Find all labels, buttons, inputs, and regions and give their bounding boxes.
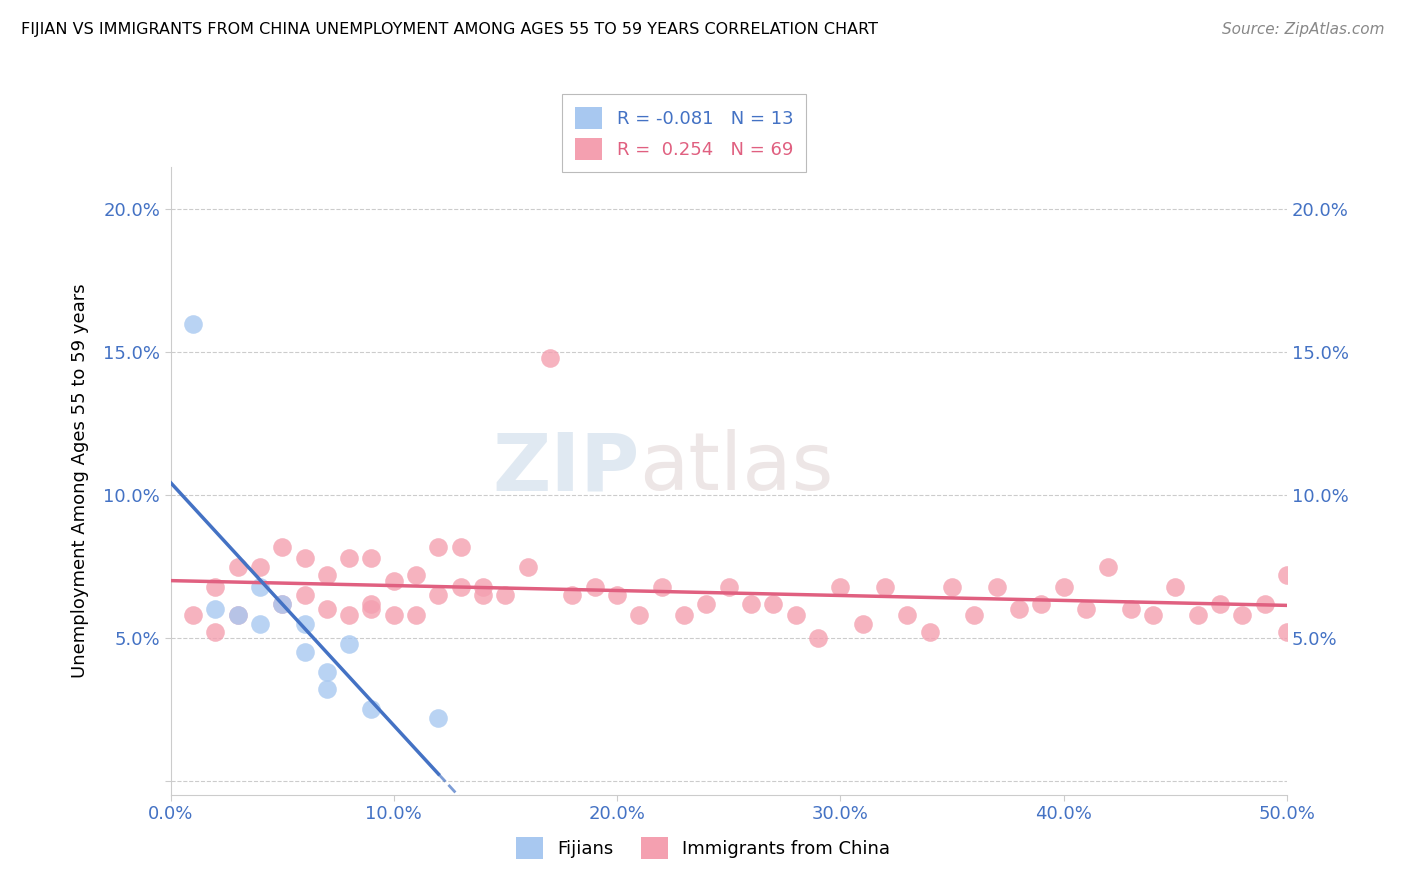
Point xyxy=(785,608,807,623)
Point xyxy=(360,551,382,566)
Point xyxy=(226,559,249,574)
Point xyxy=(762,597,785,611)
Point xyxy=(1275,625,1298,640)
Point xyxy=(472,588,495,602)
Point xyxy=(271,540,294,554)
Point xyxy=(181,608,204,623)
Point xyxy=(673,608,696,623)
Text: Source: ZipAtlas.com: Source: ZipAtlas.com xyxy=(1222,22,1385,37)
Point xyxy=(1008,602,1031,616)
Point xyxy=(986,580,1008,594)
Point xyxy=(204,580,226,594)
Point xyxy=(807,631,830,645)
Point xyxy=(918,625,941,640)
Point xyxy=(249,616,271,631)
Point xyxy=(337,551,360,566)
Point xyxy=(1209,597,1232,611)
Point xyxy=(294,645,316,659)
Point xyxy=(271,597,294,611)
Point xyxy=(472,580,495,594)
Point xyxy=(1298,602,1320,616)
Point xyxy=(1031,597,1053,611)
Point xyxy=(852,616,875,631)
Point xyxy=(360,702,382,716)
Point xyxy=(427,588,450,602)
Point xyxy=(1275,568,1298,582)
Point xyxy=(695,597,717,611)
Point xyxy=(450,540,472,554)
Point xyxy=(1164,580,1187,594)
Point xyxy=(1298,625,1320,640)
Point xyxy=(315,602,337,616)
Point xyxy=(606,588,628,602)
Point xyxy=(360,597,382,611)
Point xyxy=(204,602,226,616)
Point xyxy=(315,665,337,680)
Point xyxy=(873,580,896,594)
Point xyxy=(294,588,316,602)
Point xyxy=(740,597,762,611)
Point xyxy=(941,580,963,594)
Point xyxy=(1119,602,1142,616)
Point xyxy=(1074,602,1097,616)
Point xyxy=(1320,580,1343,594)
Point xyxy=(538,351,561,365)
Point xyxy=(1343,608,1365,623)
Point xyxy=(1097,559,1119,574)
Point xyxy=(1053,580,1076,594)
Point xyxy=(427,540,450,554)
Point xyxy=(1142,608,1164,623)
Point xyxy=(830,580,852,594)
Point xyxy=(294,616,316,631)
Point xyxy=(315,568,337,582)
Point xyxy=(271,597,294,611)
Point xyxy=(1365,568,1388,582)
Legend: R = -0.081   N = 13, R =  0.254   N = 69: R = -0.081 N = 13, R = 0.254 N = 69 xyxy=(562,94,806,172)
Point xyxy=(294,551,316,566)
Point xyxy=(249,559,271,574)
Point xyxy=(382,574,405,588)
Point xyxy=(405,608,427,623)
Legend: Fijians, Immigrants from China: Fijians, Immigrants from China xyxy=(505,826,901,870)
Point xyxy=(583,580,606,594)
Text: ZIP: ZIP xyxy=(492,429,640,508)
Point xyxy=(226,608,249,623)
Text: atlas: atlas xyxy=(640,429,834,508)
Point xyxy=(896,608,918,623)
Point xyxy=(405,568,427,582)
Point xyxy=(360,602,382,616)
Point xyxy=(204,625,226,640)
Point xyxy=(1253,597,1275,611)
Point xyxy=(181,317,204,331)
Point xyxy=(337,608,360,623)
Point xyxy=(226,608,249,623)
Point xyxy=(1232,608,1254,623)
Point xyxy=(337,637,360,651)
Y-axis label: Unemployment Among Ages 55 to 59 years: Unemployment Among Ages 55 to 59 years xyxy=(72,284,89,678)
Point xyxy=(516,559,538,574)
Point xyxy=(495,588,517,602)
Point xyxy=(963,608,986,623)
Point xyxy=(628,608,651,623)
Point xyxy=(315,682,337,697)
Point xyxy=(450,580,472,594)
Point xyxy=(1187,608,1209,623)
Point xyxy=(717,580,740,594)
Text: FIJIAN VS IMMIGRANTS FROM CHINA UNEMPLOYMENT AMONG AGES 55 TO 59 YEARS CORRELATI: FIJIAN VS IMMIGRANTS FROM CHINA UNEMPLOY… xyxy=(21,22,879,37)
Point xyxy=(651,580,673,594)
Point xyxy=(382,608,405,623)
Point xyxy=(249,580,271,594)
Point xyxy=(427,711,450,725)
Point xyxy=(561,588,583,602)
